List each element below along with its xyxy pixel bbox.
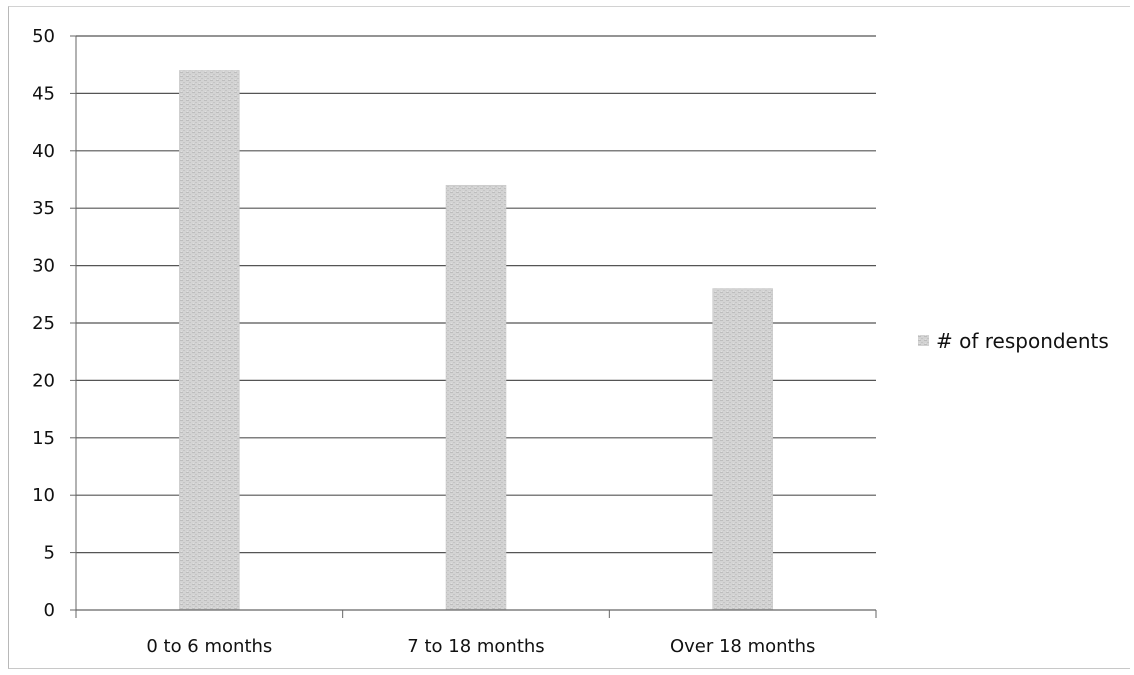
- y-tick-label: 50: [32, 26, 55, 47]
- x-tick-label: 0 to 6 months: [146, 636, 272, 657]
- bar: [179, 70, 240, 611]
- bar: [712, 288, 773, 611]
- x-tick-label: 7 to 18 months: [407, 636, 544, 657]
- axes: [70, 35, 877, 618]
- y-tick-label: 0: [44, 600, 55, 621]
- bars: [179, 70, 773, 611]
- y-tick-label: 25: [32, 313, 55, 334]
- y-tick-label: 20: [32, 370, 55, 391]
- x-tick-label: Over 18 months: [670, 636, 815, 657]
- legend-swatch: [918, 335, 929, 346]
- y-tick-label: 30: [32, 256, 55, 277]
- legend: # of respondents: [918, 329, 1109, 353]
- y-tick-label: 15: [32, 428, 55, 449]
- y-tick-label: 35: [32, 198, 55, 219]
- y-tick-label: 45: [32, 83, 55, 104]
- y-tick-labels: 0 5 10 15 20 25 30 35 40 45 50: [32, 26, 55, 621]
- y-tick-label: 40: [32, 141, 55, 162]
- y-tick-label: 10: [32, 485, 55, 506]
- bar: [445, 184, 507, 611]
- x-tick-labels: 0 to 6 months 7 to 18 months Over 18 month…: [146, 636, 815, 657]
- y-tick-label: 5: [44, 543, 55, 564]
- legend-label: # of respondents: [936, 329, 1109, 353]
